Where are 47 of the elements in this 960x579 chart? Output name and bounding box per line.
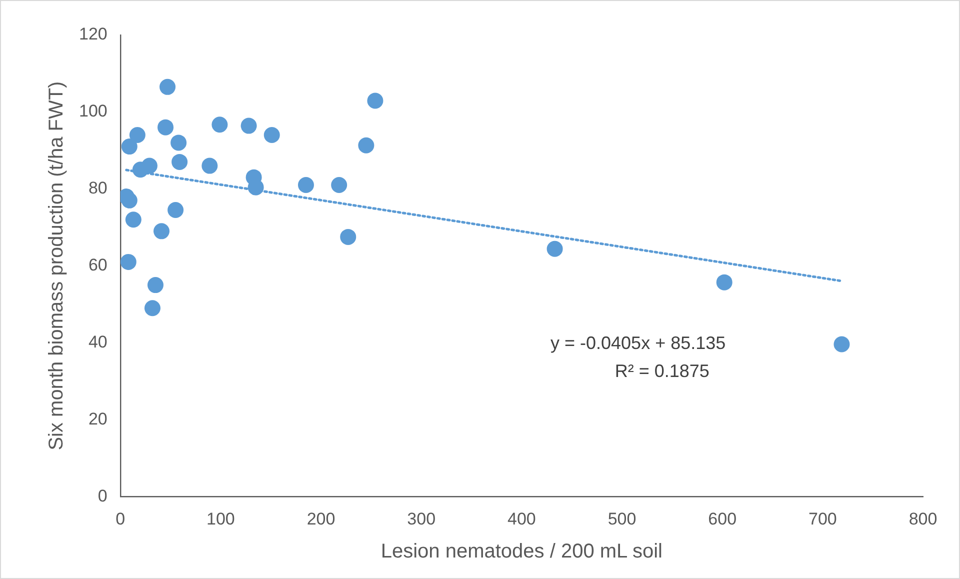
x-tick-label: 400	[507, 509, 536, 528]
point	[367, 92, 384, 109]
x-tick-label: 0	[116, 509, 126, 528]
y-tick-label: 120	[78, 24, 108, 44]
point	[298, 177, 314, 194]
point	[212, 116, 228, 133]
x-tick-label: 500	[608, 509, 636, 528]
point	[147, 277, 164, 294]
annotation: R² = 0.1875	[614, 360, 710, 381]
point	[121, 192, 138, 208]
point	[240, 118, 257, 134]
point	[141, 158, 158, 174]
y-tick-label: 80	[88, 178, 108, 198]
y-tick-label: 60	[88, 255, 108, 274]
y-tick-label: 40	[88, 332, 108, 352]
point	[158, 119, 174, 136]
point	[121, 138, 138, 155]
y-axis-title: Six month biomass production (t/ha FWT)	[46, 81, 68, 450]
point	[331, 177, 348, 194]
y-tick-label: 100	[78, 102, 108, 121]
x-tick-label: 300	[407, 509, 436, 528]
y-tick-label: 0	[98, 486, 108, 506]
x-axis-title: Lesion nematodes / 200 mL soil	[380, 540, 663, 563]
point	[144, 300, 160, 316]
x-tick-label: 100	[206, 509, 235, 528]
point	[716, 274, 732, 290]
annotation: y = -0.0405x + 85.135	[550, 332, 726, 353]
point	[129, 127, 146, 144]
x-tick-label: 800	[908, 509, 938, 528]
point	[546, 240, 563, 257]
point	[358, 137, 374, 154]
point	[170, 134, 187, 151]
point	[834, 336, 850, 352]
point	[160, 78, 176, 95]
point	[168, 202, 184, 218]
y-tick-label: 20	[88, 409, 108, 428]
point	[202, 158, 218, 174]
point	[154, 223, 170, 240]
point	[172, 154, 188, 170]
point	[120, 254, 136, 270]
x-tick-label: 600	[708, 509, 737, 528]
point	[340, 228, 356, 245]
point	[264, 127, 280, 144]
x-tick-label: 700	[808, 509, 837, 528]
x-tick-label: 200	[306, 509, 336, 528]
point	[248, 179, 264, 196]
point	[125, 212, 142, 228]
